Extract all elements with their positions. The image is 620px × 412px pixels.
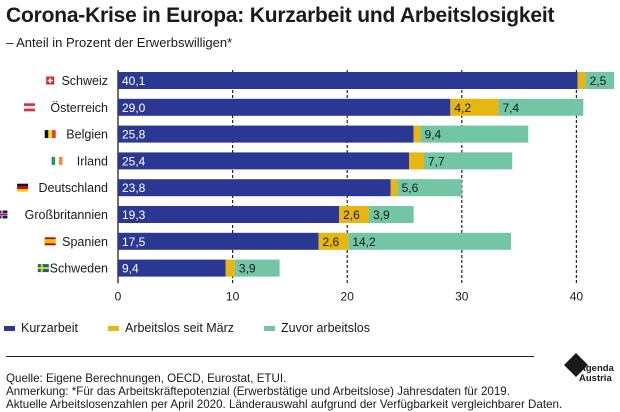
swiss-flag-icon [46, 76, 55, 85]
data-label-zuvor-arbeitslos-deutschland: 5,6 [402, 181, 419, 195]
bar-zuvor-arbeitslos-grossbritannien [368, 206, 414, 223]
bar-arbeitslos-seit-maerz-oesterreich [450, 98, 499, 116]
bar-kurzarbeit-schweiz [118, 72, 578, 89]
bar-kurzarbeit-belgien [118, 125, 414, 143]
belgium-flag-icon [44, 130, 56, 139]
bar-zuvor-arbeitslos-spanien [348, 232, 512, 250]
category-label-schweiz: Schweiz [61, 74, 108, 88]
bar-arbeitslos-seit-maerz-belgien [413, 125, 421, 143]
source-text: Quelle: Eigene Berechnungen, OECD, Euros… [6, 372, 287, 385]
bar-kurzarbeit-grossbritannien [118, 206, 340, 223]
category-label-belgien: Belgien [66, 128, 108, 142]
data-label-kurzarbeit-schweden: 9,4 [122, 262, 139, 276]
agenda-austria-logo: Agenda Austria [557, 348, 619, 410]
data-label-arbeitslos-seit-maerz-grossbritannien: 2,6 [343, 208, 360, 222]
chart-title: Corona-Krise in Europa: Kurzarbeit und A… [6, 4, 555, 27]
category-label-grossbritannien: Großbritannien [25, 208, 108, 222]
footer-divider [6, 356, 534, 357]
austria-flag-icon [24, 103, 35, 112]
germany-flag-icon [17, 183, 29, 192]
bar-kurzarbeit-irland [118, 152, 410, 170]
bar-chart: 0 10 20 30 40 Schweiz 40,1 2,5 Österreich 29,0 4,2… [0, 70, 615, 303]
bar-arbeitslos-seit-maerz-spanien [318, 232, 349, 250]
ireland-flag-icon [51, 156, 63, 165]
data-label-kurzarbeit-irland: 25,4 [122, 154, 146, 168]
bar-arbeitslos-seit-maerz-grossbritannien [339, 206, 369, 223]
bar-kurzarbeit-spanien [118, 232, 319, 250]
logo-text: Agenda Austria [579, 364, 614, 384]
data-label-zuvor-arbeitslos-grossbritannien: 3,9 [373, 208, 390, 222]
category-label-schweden: Schweden [50, 262, 108, 276]
uk-flag-icon [0, 210, 8, 219]
footer: Quelle: Eigene Berechnungen, OECD, Euros… [6, 372, 562, 411]
chart-subtitle: – Anteil in Prozent der Erwerbswilligen* [6, 35, 233, 50]
bar-arbeitslos-seit-maerz-schweden [225, 259, 235, 277]
bar-arbeitslos-seit-maerz-deutschland [390, 179, 398, 197]
legend-label-kurzarbeit: Kurzarbeit [21, 321, 78, 335]
bar-arbeitslos-seit-maerz-schweiz [577, 72, 586, 89]
category-label-deutschland: Deutschland [39, 181, 109, 195]
x-tick-label: 30 [455, 289, 469, 303]
bar-zuvor-arbeitslos-irland [423, 152, 513, 170]
category-label-irland: Irland [77, 154, 108, 168]
data-label-kurzarbeit-schweiz: 40,1 [122, 74, 146, 88]
spain-flag-icon [44, 237, 56, 246]
legend-swatch-arbeitslos-seit-maerz [107, 325, 119, 331]
sweden-flag-icon [37, 264, 49, 273]
legend-swatch-kurzarbeit [4, 325, 15, 331]
logo-diamond-icon [564, 353, 588, 377]
data-label-zuvor-arbeitslos-spanien: 14,2 [352, 235, 376, 249]
data-label-zuvor-arbeitslos-schweden: 3,9 [239, 262, 256, 276]
data-label-zuvor-arbeitslos-irland: 7,7 [428, 154, 445, 168]
logo-text-line1: Agenda [579, 363, 614, 374]
x-tick-label: 0 [115, 289, 122, 303]
x-tick-label: 10 [226, 289, 240, 303]
category-label-oesterreich: Österreich [50, 101, 108, 115]
bar-zuvor-arbeitslos-oesterreich [498, 98, 584, 116]
note-text: Anmerkung: *Für das Arbeitskräftepotenzi… [6, 385, 510, 398]
data-label-kurzarbeit-spanien: 17,5 [122, 235, 146, 249]
note-text-2: Aktuelle Arbeitslosenzahlen per April 20… [6, 398, 563, 411]
x-tick-label: 20 [341, 289, 355, 303]
category-label-spanien: Spanien [62, 235, 108, 249]
bar-zuvor-arbeitslos-belgien [420, 125, 529, 143]
bar-zuvor-arbeitslos-schweden [234, 259, 280, 277]
data-label-kurzarbeit-belgien: 25,8 [122, 128, 146, 142]
data-label-zuvor-arbeitslos-oesterreich: 7,4 [502, 101, 519, 115]
x-tick-label: 40 [570, 289, 584, 303]
legend-item-kurzarbeit: Kurzarbeit [4, 321, 78, 335]
data-label-arbeitslos-seit-maerz-oesterreich: 4,2 [454, 101, 471, 115]
bar-zuvor-arbeitslos-schweiz [585, 72, 615, 89]
bar-kurzarbeit-deutschland [118, 179, 391, 197]
legend-item-arbeitslos-seit-maerz: Arbeitslos seit März [107, 321, 235, 335]
legend-item-zuvor-arbeitslos: Zuvor arbeitslos [264, 321, 370, 335]
legend-swatch-zuvor-arbeitslos [264, 325, 276, 331]
legend-label-arbeitslos-seit-maerz: Arbeitslos seit März [124, 321, 235, 335]
bar-kurzarbeit-schweden [118, 259, 226, 277]
data-label-kurzarbeit-oesterreich: 29,0 [122, 101, 146, 115]
data-label-kurzarbeit-grossbritannien: 19,3 [122, 208, 146, 222]
logo-text-line2: Austria [579, 373, 612, 384]
data-label-zuvor-arbeitslos-schweiz: 2,5 [590, 74, 607, 88]
legend-label-zuvor-arbeitslos: Zuvor arbeitslos [281, 321, 370, 335]
data-label-zuvor-arbeitslos-belgien: 9,4 [425, 128, 442, 142]
data-label-kurzarbeit-deutschland: 23,8 [122, 181, 146, 195]
legend: Kurzarbeit Arbeitslos seit März Zuvor ar… [4, 321, 400, 335]
data-label-arbeitslos-seit-maerz-spanien: 2,6 [323, 235, 340, 249]
bar-zuvor-arbeitslos-deutschland [397, 179, 462, 197]
bar-arbeitslos-seit-maerz-irland [409, 152, 424, 170]
bar-kurzarbeit-oesterreich [118, 98, 451, 116]
